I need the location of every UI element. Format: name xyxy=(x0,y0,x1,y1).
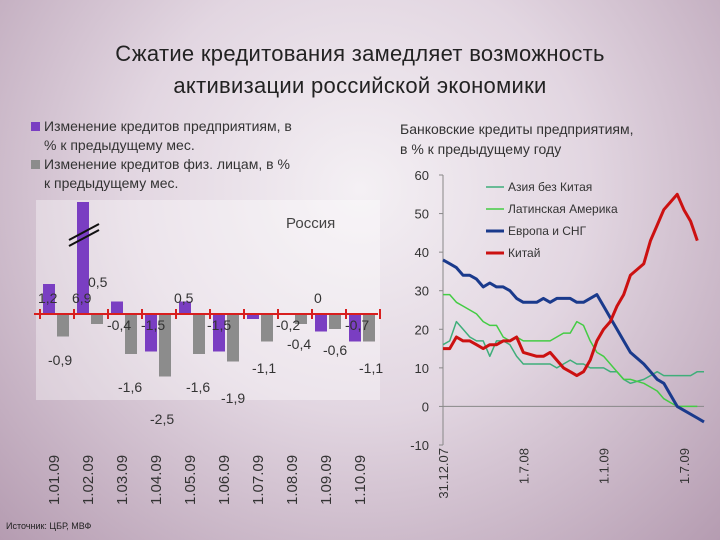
category-label: 1.08.09 xyxy=(284,455,301,505)
category-label: 1.01.09 xyxy=(46,455,63,505)
x-tick-label: 1.7.08 xyxy=(516,448,531,484)
line-chart-title: в % к предыдущему году xyxy=(400,141,561,157)
bar-enterprise xyxy=(349,314,361,342)
y-tick-label: 20 xyxy=(415,322,429,337)
y-tick-label: 0 xyxy=(422,399,429,414)
axis-break-mark xyxy=(68,223,100,241)
legend-label: Латинская Америка xyxy=(508,202,618,216)
bank-credit-line-chart: Банковские кредиты предприятиям, в % к пр… xyxy=(400,121,705,499)
legend-label: Китай xyxy=(508,246,540,260)
data-label-enterprise: 6,9 xyxy=(72,290,92,306)
bar-households xyxy=(261,314,273,342)
legend-label: Изменение кредитов предприятиям, в xyxy=(44,118,292,134)
bar-enterprise xyxy=(43,284,55,314)
data-label-households: -0,6 xyxy=(323,342,347,358)
bar-enterprise xyxy=(213,314,225,352)
data-label-enterprise: 0,5 xyxy=(174,290,194,306)
data-label-enterprise: -1,5 xyxy=(141,317,165,333)
x-tick-label: 1.1.09 xyxy=(597,448,612,484)
bar-households xyxy=(91,314,103,324)
category-label: 1.09.09 xyxy=(318,455,335,505)
axis-break-mark xyxy=(68,229,100,247)
data-label-households: -1,1 xyxy=(359,360,383,376)
data-label-households: -0,4 xyxy=(287,336,311,352)
legend-label: Европа и СНГ xyxy=(508,224,587,238)
data-label-enterprise: -0,7 xyxy=(345,317,369,333)
bar-enterprise xyxy=(145,314,157,352)
bar-enterprise xyxy=(179,301,191,314)
category-label: 1.06.09 xyxy=(216,455,233,505)
chart-subtitle: Россия xyxy=(286,215,335,232)
legend-swatch xyxy=(31,160,40,169)
line-chart-title: Банковские кредиты предприятиям, xyxy=(400,121,634,137)
data-label-households: -1,6 xyxy=(118,379,142,395)
bar-households xyxy=(227,314,239,362)
series-line xyxy=(443,293,698,408)
series-line xyxy=(442,258,705,424)
y-tick-label: 50 xyxy=(415,207,429,222)
bar-households xyxy=(193,314,205,354)
legend-label: к предыдущему мес. xyxy=(44,175,178,191)
title-line-1: Сжатие кредитования замедляет возможност… xyxy=(115,41,605,66)
data-label-enterprise: 0,5 xyxy=(88,274,108,290)
bar-enterprise xyxy=(315,314,327,332)
title-line-2: активизации российской экономики xyxy=(173,73,547,98)
y-tick-label: 10 xyxy=(415,361,429,376)
bar-households xyxy=(159,314,171,377)
y-tick-label: -10 xyxy=(410,438,429,453)
legend-label: Изменение кредитов физ. лицам, в % xyxy=(44,156,290,172)
source-note: Источник: ЦБР, МВФ xyxy=(6,521,92,531)
data-label-enterprise: 1,2 xyxy=(38,290,58,306)
y-tick-label: 60 xyxy=(415,168,429,183)
y-tick-label: 30 xyxy=(415,284,429,299)
data-label-households: -1,6 xyxy=(186,379,210,395)
page-title: Сжатие кредитования замедляет возможност… xyxy=(0,38,720,102)
category-label: 1.10.09 xyxy=(352,455,369,505)
category-label: 1.05.09 xyxy=(182,455,199,505)
bar-households xyxy=(57,314,69,337)
bar-households xyxy=(295,314,307,324)
bar-households xyxy=(125,314,137,354)
series-line xyxy=(443,192,699,378)
category-label: 1.07.09 xyxy=(250,455,267,505)
data-label-households: -2,5 xyxy=(150,411,174,427)
bar-households xyxy=(329,314,341,329)
data-label-households: -1,1 xyxy=(252,360,276,376)
data-label-households: -0,9 xyxy=(48,352,72,368)
series-line xyxy=(442,320,704,385)
russia-bar-chart: Изменение кредитов предприятиям, в % к пр… xyxy=(31,118,383,505)
data-label-enterprise: -0,2 xyxy=(276,317,300,333)
data-label-enterprise: -1,5 xyxy=(207,317,231,333)
data-label-enterprise: 0 xyxy=(314,290,322,306)
legend-label: % к предыдущему мес. xyxy=(44,137,195,153)
category-label: 1.04.09 xyxy=(148,455,165,505)
category-label: 1.03.09 xyxy=(114,455,131,505)
x-tick-label: 31.12.07 xyxy=(436,448,451,499)
y-tick-label: 40 xyxy=(415,245,429,260)
category-label: 1.02.09 xyxy=(80,455,97,505)
bar-enterprise xyxy=(247,314,259,319)
legend-label: Азия без Китая xyxy=(508,180,592,194)
data-label-households: -1,9 xyxy=(221,390,245,406)
legend-swatch xyxy=(31,122,40,131)
data-label-households: -0,4 xyxy=(107,317,131,333)
x-tick-label: 1.7.09 xyxy=(677,448,692,484)
bar-households xyxy=(363,314,375,342)
bar-enterprise xyxy=(111,301,123,314)
